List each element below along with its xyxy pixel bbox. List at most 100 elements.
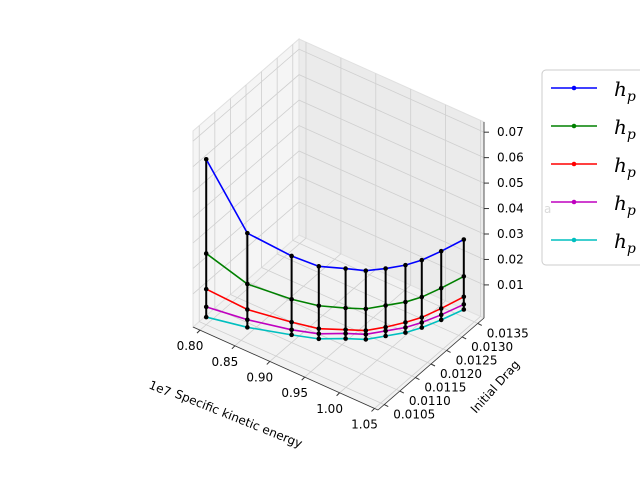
data-point — [363, 337, 369, 342]
legend-label-base: h — [614, 115, 627, 139]
data-point — [289, 327, 294, 333]
legend-label: hp — [614, 77, 636, 105]
grid-line-x — [339, 104, 447, 394]
x-tick — [336, 392, 340, 397]
data-point — [363, 268, 369, 273]
legend-label: hp — [614, 115, 636, 143]
grid-line-y — [292, 44, 478, 324]
data-point — [403, 299, 408, 305]
grid-line-z — [192, 201, 485, 295]
grid-line-x — [234, 57, 342, 347]
data-point — [203, 314, 209, 320]
legend-marker — [571, 85, 577, 91]
y-tick — [415, 377, 420, 380]
legend-label-subscript: p — [627, 127, 636, 143]
data-point — [461, 307, 467, 312]
legend-marker — [571, 199, 577, 205]
y-tick-label: 0.0105 — [393, 408, 435, 422]
data-point — [461, 294, 467, 300]
grid-line-y — [245, 85, 432, 365]
y-tick — [384, 404, 389, 408]
x-offset-text: 1e7 — [147, 378, 173, 399]
data-point — [316, 303, 322, 309]
grid-line-x — [199, 42, 307, 331]
y-tick-label: 0.0120 — [440, 367, 482, 381]
x-tick-label: 0.80 — [177, 339, 204, 353]
grid-line-y — [276, 57, 463, 338]
y-tick — [430, 363, 436, 367]
data-point — [383, 324, 388, 330]
legend-label: hp — [614, 229, 636, 257]
data-point — [245, 307, 250, 312]
x-tick — [301, 376, 306, 381]
grid-line-z — [192, 175, 485, 269]
data-point — [245, 325, 250, 330]
data-point — [438, 312, 444, 318]
data-point — [343, 336, 348, 341]
y-tick — [477, 322, 482, 326]
legend-label-base: h — [614, 153, 627, 177]
x-tick-label: 0.95 — [281, 386, 308, 400]
grid-line-y — [230, 98, 416, 378]
data-point — [419, 257, 425, 263]
x-tick-label: 0.85 — [212, 355, 239, 369]
data-point — [419, 325, 425, 330]
data-point — [461, 237, 467, 242]
data-point — [403, 262, 408, 268]
z-tick-label: 0.03 — [497, 227, 524, 241]
x-tick-label: 0.90 — [246, 370, 273, 384]
data-point — [403, 330, 408, 335]
legend-marker — [571, 123, 577, 129]
data-point — [461, 302, 467, 307]
legend-label: hp — [614, 191, 636, 219]
z-tick-label: 0.07 — [497, 125, 524, 139]
data-point — [363, 332, 369, 337]
data-point — [316, 331, 322, 337]
z-tick-label: 0.01 — [497, 278, 524, 292]
data-point — [343, 266, 348, 271]
data-point — [419, 294, 425, 300]
data-point — [316, 336, 322, 342]
y-tick-label: 0.0130 — [471, 340, 513, 354]
y-tick-label: 0.0115 — [424, 381, 466, 395]
y-tick-label: 0.0125 — [456, 353, 498, 367]
grid-line-x — [374, 120, 481, 409]
data-point — [245, 317, 250, 322]
legend-box — [541, 69, 640, 266]
data-point — [419, 320, 425, 325]
x-tick-label: 1.05 — [351, 417, 378, 431]
data-point — [383, 266, 388, 271]
data-point — [203, 286, 209, 292]
grid-line-x — [304, 89, 412, 378]
data-point — [383, 328, 388, 334]
data-point — [203, 251, 209, 256]
y-tick-label: 0.0110 — [409, 394, 451, 408]
grid-line-y — [198, 125, 385, 405]
data-point — [343, 331, 348, 336]
legend-label-subscript: p — [627, 241, 636, 257]
y-tick — [446, 350, 451, 353]
data-point — [438, 317, 444, 323]
data-point — [289, 319, 294, 325]
data-point — [245, 281, 250, 287]
legend-label-subscript: p — [627, 203, 636, 219]
data-point — [316, 264, 322, 269]
data-series — [203, 156, 467, 342]
data-point — [343, 305, 348, 311]
legend-label-base: h — [614, 191, 627, 215]
x-tick — [266, 361, 271, 365]
z-tick-label: 0.04 — [497, 202, 524, 216]
data-point — [438, 306, 444, 311]
z-tick-label: 0.02 — [497, 252, 524, 266]
data-point — [438, 248, 444, 254]
x-tick — [196, 329, 201, 334]
data-point — [289, 296, 294, 302]
data-point — [461, 274, 467, 279]
grid-line-z — [192, 74, 485, 167]
y-tick — [399, 390, 405, 394]
data-point — [289, 253, 294, 259]
grid-line-y — [214, 112, 400, 392]
x-tick-label: 1.00 — [316, 402, 343, 416]
data-point — [363, 306, 369, 312]
